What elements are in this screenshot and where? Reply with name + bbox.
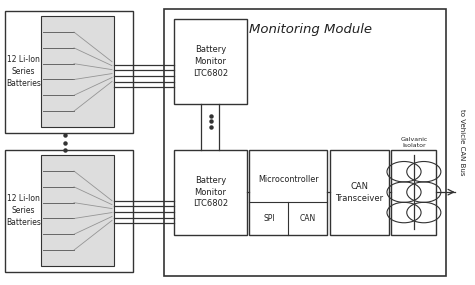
Bar	[173, 19, 247, 104]
Bar	[41, 155, 114, 266]
Text: Battery
Monitor
LTC6802: Battery Monitor LTC6802	[193, 176, 228, 208]
Text: Galvanic
Isolator: Galvanic Isolator	[400, 137, 428, 148]
Text: SPI: SPI	[263, 214, 275, 223]
Text: Microcontroller: Microcontroller	[258, 175, 319, 184]
Bar	[173, 150, 247, 235]
Text: to Vehicle CAN Bus: to Vehicle CAN Bus	[459, 109, 466, 176]
Text: 12 Li-Ion
Series
Batteries: 12 Li-Ion Series Batteries	[6, 194, 41, 227]
Bar	[330, 150, 389, 235]
Bar	[5, 11, 133, 133]
Bar	[5, 150, 133, 272]
Text: 12 Li-Ion
Series
Batteries: 12 Li-Ion Series Batteries	[6, 55, 41, 88]
Bar	[391, 150, 437, 235]
Text: Battery
Monitor
LTC6802: Battery Monitor LTC6802	[193, 45, 228, 78]
Bar	[249, 150, 327, 235]
Bar	[41, 16, 114, 127]
Bar	[164, 9, 446, 276]
Text: CAN: CAN	[300, 214, 316, 223]
Text: CAN
Transceiver: CAN Transceiver	[335, 182, 383, 203]
Text: Monitoring Module: Monitoring Module	[249, 23, 372, 36]
